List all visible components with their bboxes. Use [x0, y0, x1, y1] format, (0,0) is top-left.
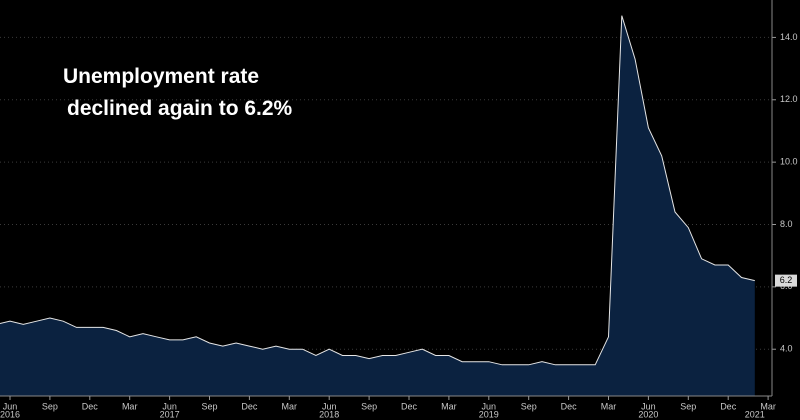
area: [0, 15, 755, 396]
annotation-line: Unemployment rate: [63, 65, 259, 88]
y-tick-label: 8.0: [780, 219, 793, 229]
x-tick-label: Sep: [361, 401, 377, 411]
x-tick-label: Mar: [760, 401, 776, 411]
y-tick-label: 14.0: [780, 32, 798, 42]
x-tick-label: Jun: [3, 401, 18, 411]
x-year-label: 2020: [638, 409, 658, 419]
y-tick-label: 12.0: [780, 94, 798, 104]
x-year-label: 2019: [479, 409, 499, 419]
line: [0, 15, 755, 366]
x-year-label: 2021: [745, 409, 765, 419]
x-tick-label: Dec: [401, 401, 418, 411]
x-year-label: 2016: [0, 409, 20, 419]
y-tick-label: 4.0: [780, 344, 793, 354]
annotation-line: declined again to 6.2%: [67, 97, 293, 120]
x-tick-label: Jun: [482, 401, 497, 411]
x-tick-label: Jun: [641, 401, 656, 411]
x-tick-label: Sep: [42, 401, 58, 411]
x-tick-label: Sep: [201, 401, 217, 411]
last-value-label: 6.2: [780, 275, 793, 285]
y-tick-label: 10.0: [780, 157, 798, 167]
x-year-label: 2017: [160, 409, 180, 419]
x-tick-label: Dec: [82, 401, 99, 411]
x-year-label: 2018: [319, 409, 339, 419]
x-tick-label: Dec: [241, 401, 258, 411]
x-tick-label: Dec: [561, 401, 578, 411]
x-tick-label: Sep: [680, 401, 696, 411]
x-tick-label: Sep: [521, 401, 537, 411]
x-tick-label: Jun: [322, 401, 337, 411]
x-tick-label: Mar: [601, 401, 617, 411]
x-tick-label: Dec: [720, 401, 737, 411]
x-tick-label: Mar: [282, 401, 298, 411]
last-value-box: [775, 274, 797, 287]
x-tick-label: Jun: [162, 401, 177, 411]
x-tick-label: Mar: [122, 401, 138, 411]
x-tick-label: Mar: [441, 401, 457, 411]
